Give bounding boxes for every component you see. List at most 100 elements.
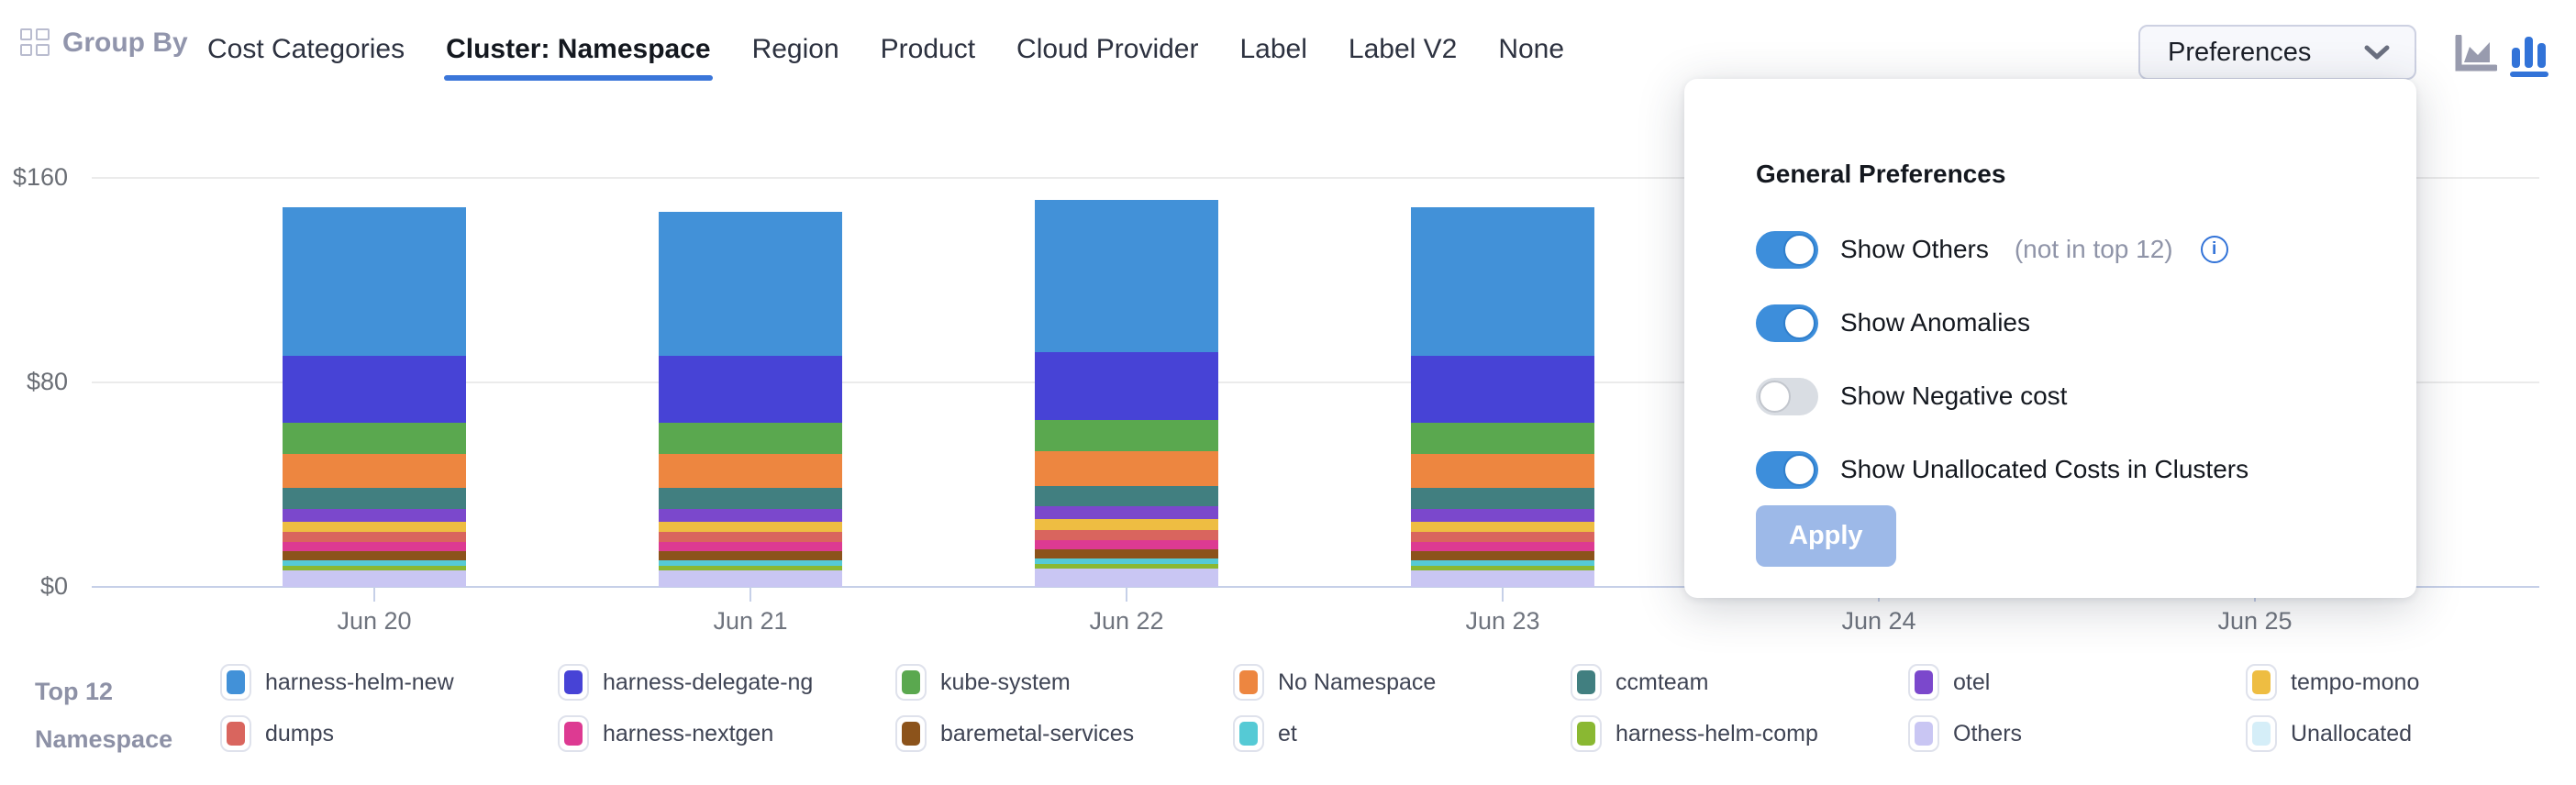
bar-segment-otel[interactable] xyxy=(283,508,466,522)
legend-label: harness-delegate-ng xyxy=(603,669,814,695)
tab-product[interactable]: Product xyxy=(880,34,976,64)
bar-segment-harness-helm-comp[interactable] xyxy=(659,566,842,571)
bar-segment-others[interactable] xyxy=(1035,568,1218,587)
chevron-down-icon xyxy=(2364,45,2390,60)
bar-segment-otel[interactable] xyxy=(1035,506,1218,520)
bar-segment-kube-system[interactable] xyxy=(1035,420,1218,452)
bar-segment-no-namespace[interactable] xyxy=(1411,453,1594,489)
bar-segment-baremetal-services[interactable] xyxy=(283,551,466,561)
bar-segment-harness-nextgen[interactable] xyxy=(1035,539,1218,549)
legend-item-harness-helm-comp[interactable]: harness-helm-comp xyxy=(1571,710,1908,757)
bar-segment-otel[interactable] xyxy=(659,508,842,522)
apply-button[interactable]: Apply xyxy=(1756,505,1896,567)
bar-segment-harness-helm-new[interactable] xyxy=(1035,200,1218,353)
legend-item-harness-delegate-ng[interactable]: harness-delegate-ng xyxy=(558,658,895,706)
bar-segment-harness-delegate-ng[interactable] xyxy=(659,356,842,423)
bar-segment-dumps[interactable] xyxy=(659,532,842,543)
info-icon[interactable]: i xyxy=(2200,236,2228,263)
bar-segment-dumps[interactable] xyxy=(1411,532,1594,543)
area-chart-toggle-button[interactable] xyxy=(2451,31,2499,79)
bar-segment-et[interactable] xyxy=(1411,560,1594,567)
legend-title-line2: Namespace xyxy=(35,725,173,753)
bar-segment-kube-system[interactable] xyxy=(1411,422,1594,454)
legend-swatch xyxy=(558,715,589,752)
legend-item-harness-nextgen[interactable]: harness-nextgen xyxy=(558,710,895,757)
legend-title: Top 12 Namespace xyxy=(35,668,172,763)
bar-segment-harness-helm-comp[interactable] xyxy=(283,566,466,571)
bar-segment-no-namespace[interactable] xyxy=(283,453,466,489)
bar-segment-kube-system[interactable] xyxy=(283,422,466,454)
tab-region[interactable]: Region xyxy=(751,34,839,64)
bar-segment-otel[interactable] xyxy=(1411,508,1594,522)
legend-item-others[interactable]: Others xyxy=(1908,710,2246,757)
bar-segment-ccmteam[interactable] xyxy=(1035,485,1218,507)
legend-item-ccmteam[interactable]: ccmteam xyxy=(1571,658,1908,706)
legend-item-no-namespace[interactable]: No Namespace xyxy=(1233,658,1571,706)
bar-segment-ccmteam[interactable] xyxy=(283,488,466,509)
bar-segment-others[interactable] xyxy=(659,570,842,587)
toggle-switch-show-anomalies[interactable] xyxy=(1756,304,1818,342)
bar-segment-baremetal-services[interactable] xyxy=(1035,548,1218,558)
bar-segment-others[interactable] xyxy=(1411,570,1594,587)
toggle-label: Show Negative cost xyxy=(1840,381,2068,410)
bar-segment-tempo-mono[interactable] xyxy=(1411,521,1594,533)
tab-cluster-namespace[interactable]: Cluster: Namespace xyxy=(444,20,714,81)
tab-cost-categories[interactable]: Cost Categories xyxy=(207,34,405,64)
bar-segment-tempo-mono[interactable] xyxy=(283,521,466,533)
toggle-knob xyxy=(1783,233,1815,266)
bar-segment-baremetal-services[interactable] xyxy=(1411,551,1594,561)
group-by-grid-icon xyxy=(20,28,50,58)
bar-segment-ccmteam[interactable] xyxy=(659,488,842,509)
legend-item-unallocated[interactable]: Unallocated xyxy=(2246,710,2576,757)
legend-item-baremetal-services[interactable]: baremetal-services xyxy=(895,710,1233,757)
legend-item-et[interactable]: et xyxy=(1233,710,1571,757)
toggle-switch-show-negative-cost[interactable] xyxy=(1756,377,1818,415)
toggle-row-show-anomalies: Show Anomalies xyxy=(1756,303,2380,343)
legend-item-harness-helm-new[interactable]: harness-helm-new xyxy=(220,658,558,706)
bar-segment-harness-helm-comp[interactable] xyxy=(1035,563,1218,569)
group-by-tabs: Cost Categories Cluster: Namespace Region P… xyxy=(207,20,1565,81)
bar-segment-harness-helm-comp[interactable] xyxy=(1411,566,1594,571)
tab-none[interactable]: None xyxy=(1498,34,1565,64)
bar-segment-harness-nextgen[interactable] xyxy=(1411,542,1594,552)
bar-segment-kube-system[interactable] xyxy=(659,422,842,454)
bar-segment-et[interactable] xyxy=(283,560,466,567)
bar-segment-others[interactable] xyxy=(283,570,466,587)
legend-item-tempo-mono[interactable]: tempo-mono xyxy=(2246,658,2576,706)
bar-segment-harness-helm-new[interactable] xyxy=(659,211,842,357)
bar-segment-dumps[interactable] xyxy=(1035,529,1218,540)
bar-jun-22 xyxy=(1035,178,1218,587)
toggle-switch-show-others[interactable] xyxy=(1756,230,1818,269)
bar-segment-harness-delegate-ng[interactable] xyxy=(1035,352,1218,421)
bar-segment-et[interactable] xyxy=(659,560,842,567)
tab-label-v2[interactable]: Label V2 xyxy=(1348,34,1458,64)
bar-segment-harness-nextgen[interactable] xyxy=(659,542,842,552)
bar-segment-dumps[interactable] xyxy=(283,532,466,543)
legend-swatch xyxy=(1908,715,1939,752)
bar-segment-no-namespace[interactable] xyxy=(1035,451,1218,486)
toggle-switch-show-unallocated-costs-in-clusters[interactable] xyxy=(1756,450,1818,489)
bar-segment-no-namespace[interactable] xyxy=(659,453,842,489)
tab-label[interactable]: Label xyxy=(1239,34,1307,64)
legend-item-dumps[interactable]: dumps xyxy=(220,710,558,757)
bar-segment-tempo-mono[interactable] xyxy=(1035,519,1218,530)
bar-segment-harness-helm-new[interactable] xyxy=(1411,207,1594,357)
toggle-row-show-unallocated-costs-in-clusters: Show Unallocated Costs in Clusters xyxy=(1756,449,2380,490)
bar-segment-harness-nextgen[interactable] xyxy=(283,542,466,552)
bar-segment-harness-delegate-ng[interactable] xyxy=(283,356,466,423)
preferences-dropdown-button[interactable]: Preferences xyxy=(2138,25,2416,80)
toggle-knob xyxy=(1783,453,1815,486)
bar-chart-icon xyxy=(2510,37,2548,77)
toggle-knob xyxy=(1783,306,1815,339)
bar-segment-harness-delegate-ng[interactable] xyxy=(1411,356,1594,423)
legend-label: baremetal-services xyxy=(940,720,1135,746)
tab-cloud-provider[interactable]: Cloud Provider xyxy=(1016,34,1199,64)
bar-segment-harness-helm-new[interactable] xyxy=(283,207,466,357)
bar-segment-et[interactable] xyxy=(1035,558,1218,564)
legend-item-otel[interactable]: otel xyxy=(1908,658,2246,706)
bar-segment-baremetal-services[interactable] xyxy=(659,551,842,561)
bar-chart-toggle-button[interactable] xyxy=(2506,31,2554,79)
bar-segment-ccmteam[interactable] xyxy=(1411,488,1594,509)
legend-item-kube-system[interactable]: kube-system xyxy=(895,658,1233,706)
bar-segment-tempo-mono[interactable] xyxy=(659,521,842,533)
